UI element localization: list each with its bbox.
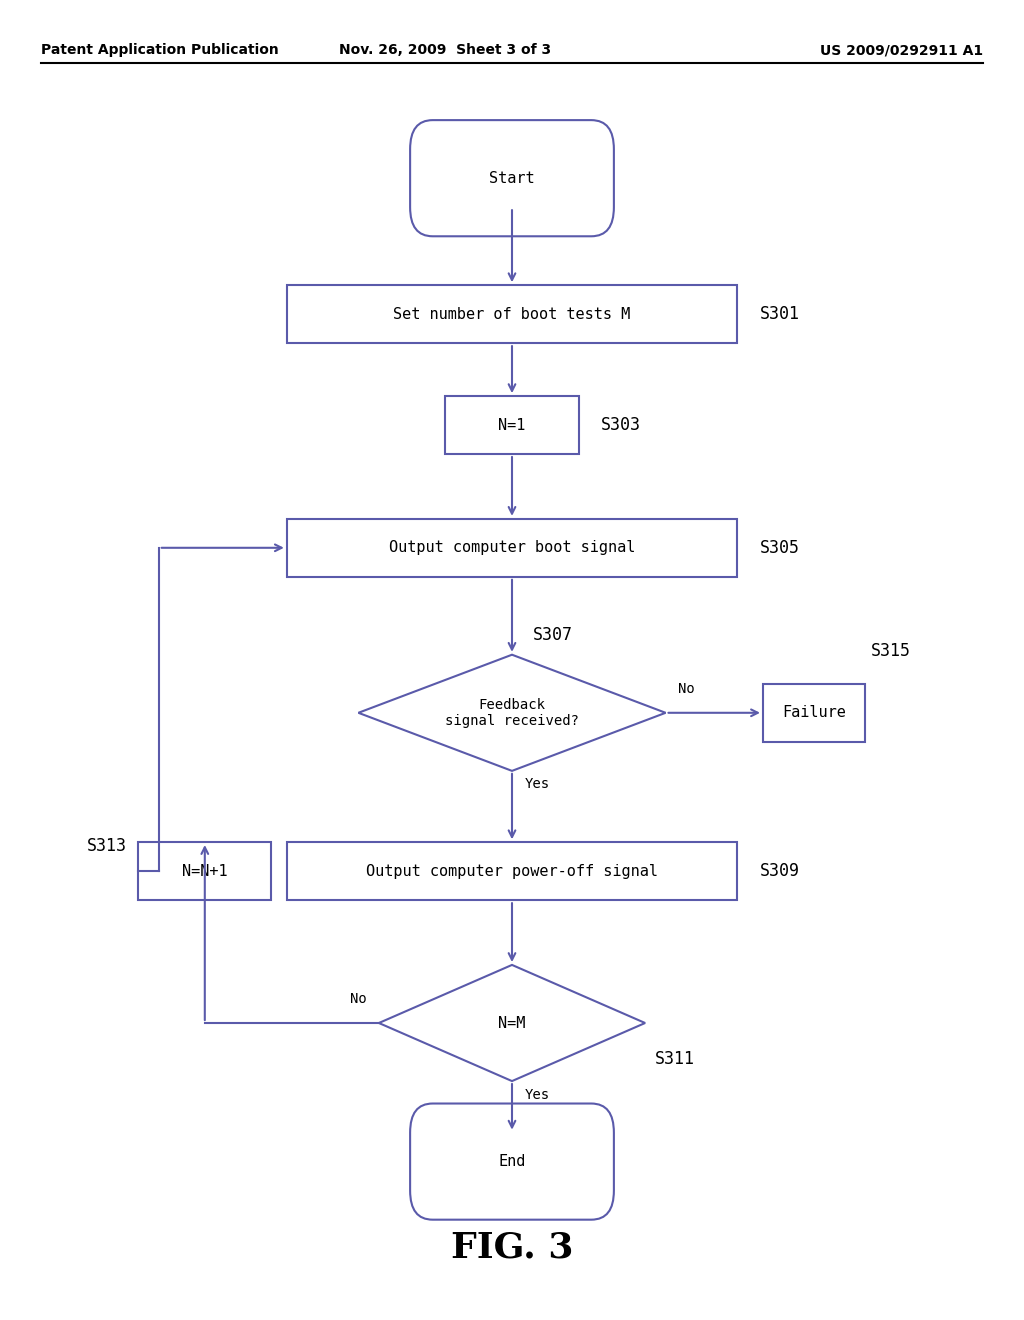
Text: N=M: N=M [499, 1015, 525, 1031]
Text: Set number of boot tests M: Set number of boot tests M [393, 306, 631, 322]
Text: US 2009/0292911 A1: US 2009/0292911 A1 [820, 44, 983, 57]
Text: Nov. 26, 2009  Sheet 3 of 3: Nov. 26, 2009 Sheet 3 of 3 [339, 44, 552, 57]
Text: Yes: Yes [524, 777, 550, 792]
Text: N=N+1: N=N+1 [182, 863, 227, 879]
Text: Patent Application Publication: Patent Application Publication [41, 44, 279, 57]
Text: S311: S311 [655, 1049, 695, 1068]
FancyBboxPatch shape [445, 396, 579, 454]
Text: Output computer power-off signal: Output computer power-off signal [366, 863, 658, 879]
Text: S305: S305 [760, 539, 800, 557]
Polygon shape [379, 965, 645, 1081]
FancyBboxPatch shape [287, 842, 737, 900]
Polygon shape [358, 655, 666, 771]
Text: No: No [350, 991, 367, 1006]
Text: S315: S315 [870, 642, 910, 660]
FancyBboxPatch shape [287, 519, 737, 577]
Text: Start: Start [489, 170, 535, 186]
Text: S313: S313 [87, 837, 127, 855]
Text: Failure: Failure [782, 705, 846, 721]
Text: Feedback
signal received?: Feedback signal received? [445, 698, 579, 727]
FancyBboxPatch shape [287, 285, 737, 343]
Text: S301: S301 [760, 305, 800, 323]
Text: S303: S303 [601, 416, 641, 434]
Text: End: End [499, 1154, 525, 1170]
FancyBboxPatch shape [410, 120, 613, 236]
FancyBboxPatch shape [763, 684, 865, 742]
Text: S309: S309 [760, 862, 800, 880]
FancyBboxPatch shape [138, 842, 271, 900]
FancyBboxPatch shape [410, 1104, 613, 1220]
Text: Yes: Yes [524, 1088, 550, 1102]
Text: S307: S307 [532, 626, 572, 644]
Text: N=1: N=1 [499, 417, 525, 433]
Text: No: No [678, 681, 694, 696]
Text: FIG. 3: FIG. 3 [451, 1230, 573, 1265]
Text: Output computer boot signal: Output computer boot signal [389, 540, 635, 556]
